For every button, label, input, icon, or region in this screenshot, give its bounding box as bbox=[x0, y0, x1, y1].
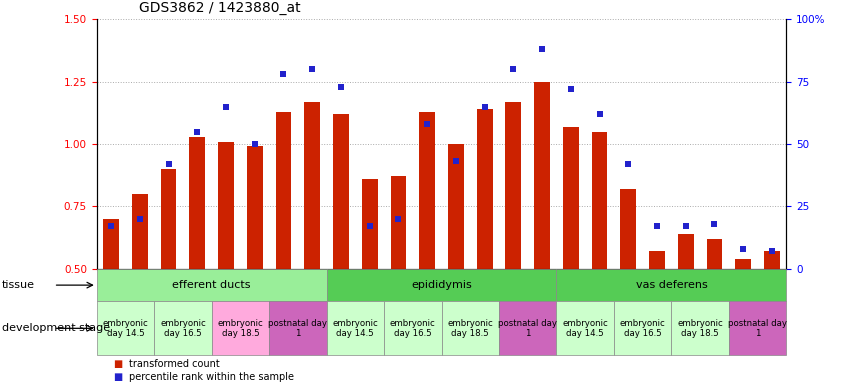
Text: GDS3862 / 1423880_at: GDS3862 / 1423880_at bbox=[139, 2, 300, 15]
Text: postnatal day
1: postnatal day 1 bbox=[268, 319, 327, 338]
Bar bbox=[103, 219, 119, 269]
Text: postnatal day
1: postnatal day 1 bbox=[728, 319, 787, 338]
Bar bbox=[706, 239, 722, 269]
Text: postnatal day
1: postnatal day 1 bbox=[498, 319, 558, 338]
Bar bbox=[729, 301, 786, 355]
Bar bbox=[161, 169, 177, 269]
Text: tissue: tissue bbox=[2, 280, 34, 290]
Bar bbox=[269, 301, 326, 355]
Text: ■: ■ bbox=[114, 359, 123, 369]
Bar bbox=[563, 127, 579, 269]
Text: epididymis: epididymis bbox=[411, 280, 472, 290]
Text: embryonic
day 18.5: embryonic day 18.5 bbox=[447, 319, 493, 338]
Bar bbox=[477, 109, 493, 269]
Bar bbox=[448, 144, 463, 269]
Text: vas deferens: vas deferens bbox=[636, 280, 707, 290]
Bar bbox=[649, 252, 665, 269]
Bar bbox=[154, 301, 212, 355]
Text: embryonic
day 14.5: embryonic day 14.5 bbox=[103, 319, 148, 338]
Bar bbox=[326, 269, 557, 301]
Bar bbox=[614, 301, 671, 355]
Bar bbox=[592, 132, 607, 269]
Bar bbox=[247, 147, 262, 269]
Text: embryonic
day 16.5: embryonic day 16.5 bbox=[620, 319, 665, 338]
Bar bbox=[304, 102, 320, 269]
Bar bbox=[671, 301, 729, 355]
Bar bbox=[189, 137, 205, 269]
Bar bbox=[621, 189, 636, 269]
Bar bbox=[132, 194, 148, 269]
Text: ■: ■ bbox=[114, 372, 123, 382]
Bar bbox=[557, 269, 786, 301]
Bar bbox=[442, 301, 499, 355]
Bar bbox=[218, 142, 234, 269]
Text: embryonic
day 14.5: embryonic day 14.5 bbox=[332, 319, 378, 338]
Text: percentile rank within the sample: percentile rank within the sample bbox=[129, 372, 294, 382]
Bar bbox=[557, 301, 614, 355]
Text: embryonic
day 16.5: embryonic day 16.5 bbox=[160, 319, 206, 338]
Bar bbox=[326, 301, 384, 355]
Bar bbox=[678, 234, 694, 269]
Bar bbox=[764, 252, 780, 269]
Bar bbox=[534, 82, 550, 269]
Text: transformed count: transformed count bbox=[129, 359, 220, 369]
Text: efferent ducts: efferent ducts bbox=[172, 280, 251, 290]
Bar bbox=[333, 114, 349, 269]
Text: embryonic
day 18.5: embryonic day 18.5 bbox=[218, 319, 263, 338]
Text: embryonic
day 16.5: embryonic day 16.5 bbox=[390, 319, 436, 338]
Bar bbox=[97, 301, 154, 355]
Bar bbox=[420, 112, 435, 269]
Bar bbox=[276, 112, 291, 269]
Bar bbox=[212, 301, 269, 355]
Bar bbox=[505, 102, 521, 269]
Bar bbox=[735, 259, 751, 269]
Bar bbox=[362, 179, 378, 269]
Bar bbox=[499, 301, 557, 355]
Bar bbox=[390, 177, 406, 269]
Bar bbox=[97, 269, 326, 301]
Text: embryonic
day 14.5: embryonic day 14.5 bbox=[563, 319, 608, 338]
Text: development stage: development stage bbox=[2, 323, 110, 333]
Bar bbox=[384, 301, 442, 355]
Text: embryonic
day 18.5: embryonic day 18.5 bbox=[677, 319, 723, 338]
